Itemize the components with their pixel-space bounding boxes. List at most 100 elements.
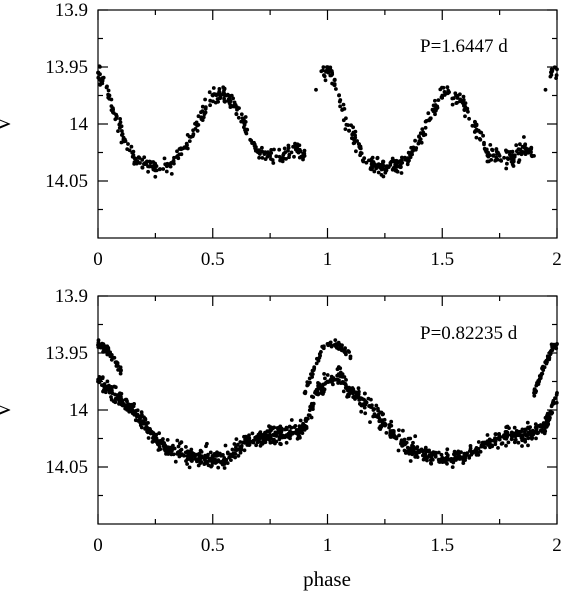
- data-point: [478, 137, 483, 142]
- data-point: [346, 123, 350, 127]
- data-point: [350, 386, 355, 390]
- data-point: [303, 418, 308, 422]
- data-point: [106, 88, 111, 93]
- data-point: [486, 442, 491, 447]
- data-point: [372, 169, 377, 174]
- data-point: [450, 102, 455, 107]
- data-point: [380, 412, 385, 417]
- data-point: [118, 391, 122, 396]
- data-point: [254, 145, 258, 149]
- data-point: [107, 93, 111, 98]
- data-point: [455, 456, 460, 461]
- data-point: [413, 138, 417, 143]
- data-point: [109, 104, 114, 108]
- data-point: [225, 92, 230, 97]
- data-point: [230, 447, 235, 452]
- data-point: [417, 135, 421, 139]
- data-point: [262, 152, 267, 157]
- data-point: [488, 143, 493, 147]
- data-point: [206, 452, 210, 457]
- data-point: [476, 440, 481, 444]
- data-point: [538, 423, 543, 427]
- data-point: [279, 426, 284, 431]
- data-point: [478, 449, 483, 454]
- data-point: [267, 152, 272, 156]
- data-point: [505, 156, 510, 161]
- data-point: [213, 461, 218, 465]
- data-point: [512, 154, 517, 159]
- data-point: [357, 398, 362, 402]
- data-point: [543, 360, 548, 364]
- data-point: [349, 123, 353, 128]
- data-point: [376, 414, 381, 419]
- data-point: [493, 158, 498, 163]
- data-point: [120, 129, 124, 133]
- data-point: [494, 155, 499, 160]
- data-point: [390, 156, 395, 161]
- data-point: [529, 435, 534, 440]
- data-point: [123, 406, 128, 411]
- data-point: [333, 338, 338, 342]
- data-point: [543, 429, 548, 434]
- data-point: [113, 385, 118, 390]
- data-point: [474, 123, 479, 128]
- data-point: [226, 99, 230, 103]
- data-point: [338, 104, 342, 109]
- data-point: [445, 461, 449, 466]
- data-point: [130, 154, 135, 159]
- data-point: [236, 115, 241, 120]
- data-point: [216, 99, 221, 104]
- data-point: [432, 107, 436, 112]
- data-point: [138, 415, 142, 419]
- data-point: [196, 463, 201, 468]
- data-point: [118, 365, 123, 370]
- data-point: [383, 422, 388, 427]
- data-point: [164, 169, 169, 174]
- data-point: [203, 97, 208, 102]
- data-point: [235, 107, 239, 112]
- data-point: [320, 344, 325, 349]
- data-point: [179, 152, 184, 157]
- data-point: [526, 430, 531, 435]
- data-point: [102, 384, 107, 389]
- data-point: [433, 112, 437, 117]
- y-tick-label: 13.95: [45, 343, 88, 364]
- data-point: [273, 430, 278, 435]
- data-point: [142, 162, 147, 167]
- data-point: [510, 435, 514, 440]
- bottom-panel: P=0.82235 d V phase 0 0.5 1 1.5 2 13.9 13.95 14…: [0, 286, 562, 591]
- data-point: [357, 389, 361, 394]
- data-point: [107, 96, 112, 101]
- data-point: [199, 117, 204, 122]
- data-point: [534, 426, 539, 431]
- data-point: [296, 431, 301, 435]
- data-point: [137, 156, 142, 160]
- data-point: [450, 465, 455, 469]
- data-point: [332, 77, 337, 82]
- data-point: [407, 158, 411, 163]
- data-point: [267, 430, 272, 434]
- data-point: [497, 432, 501, 436]
- data-point: [407, 446, 412, 451]
- data-point: [467, 456, 472, 460]
- data-point: [193, 126, 198, 131]
- data-point: [513, 432, 518, 437]
- data-point: [314, 387, 319, 392]
- data-point: [523, 152, 528, 156]
- data-point: [260, 145, 264, 150]
- data-point: [200, 104, 205, 109]
- data-point: [200, 109, 205, 114]
- data-point: [400, 155, 404, 160]
- data-point: [234, 437, 239, 441]
- data-point: [116, 129, 120, 134]
- data-point: [367, 404, 371, 408]
- data-point: [307, 376, 312, 381]
- data-point: [316, 383, 320, 388]
- data-point: [127, 409, 132, 414]
- data-point: [516, 440, 521, 445]
- data-point: [234, 112, 239, 116]
- data-point: [130, 407, 135, 412]
- data-point: [322, 74, 327, 79]
- data-point: [223, 99, 227, 104]
- data-point: [96, 75, 101, 80]
